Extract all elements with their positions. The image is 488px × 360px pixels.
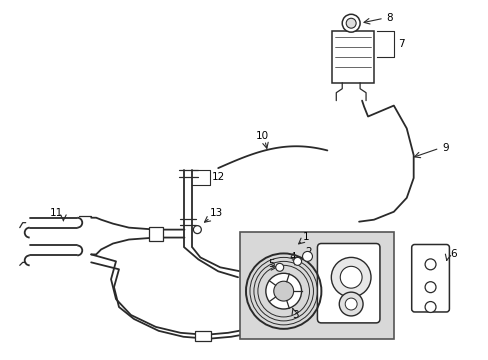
Text: 11: 11 [50, 208, 63, 218]
Circle shape [339, 292, 362, 316]
Circle shape [346, 18, 355, 28]
Text: 9: 9 [441, 143, 448, 153]
Text: 13: 13 [209, 208, 223, 218]
Circle shape [193, 226, 201, 234]
Text: 3: 3 [292, 310, 298, 320]
Circle shape [265, 273, 301, 309]
Circle shape [273, 281, 293, 301]
FancyBboxPatch shape [332, 31, 373, 83]
Circle shape [424, 302, 435, 312]
Circle shape [424, 259, 435, 270]
Text: 4: 4 [289, 252, 295, 262]
Text: 1: 1 [303, 231, 309, 242]
Text: 12: 12 [211, 172, 224, 182]
Text: 8: 8 [386, 13, 392, 23]
Text: 7: 7 [398, 39, 404, 49]
Circle shape [275, 264, 283, 271]
Circle shape [342, 14, 359, 32]
FancyBboxPatch shape [411, 244, 448, 312]
Circle shape [302, 251, 312, 261]
Text: 5: 5 [268, 259, 275, 269]
Circle shape [345, 298, 356, 310]
Text: 10: 10 [256, 131, 269, 141]
Circle shape [331, 257, 370, 297]
FancyBboxPatch shape [317, 243, 379, 323]
Bar [240, 231, 393, 339]
Text: 6: 6 [449, 249, 456, 260]
FancyBboxPatch shape [195, 331, 211, 341]
Circle shape [424, 282, 435, 293]
FancyBboxPatch shape [148, 227, 163, 240]
Text: 2: 2 [305, 247, 311, 257]
Circle shape [293, 257, 301, 265]
Circle shape [340, 266, 361, 288]
